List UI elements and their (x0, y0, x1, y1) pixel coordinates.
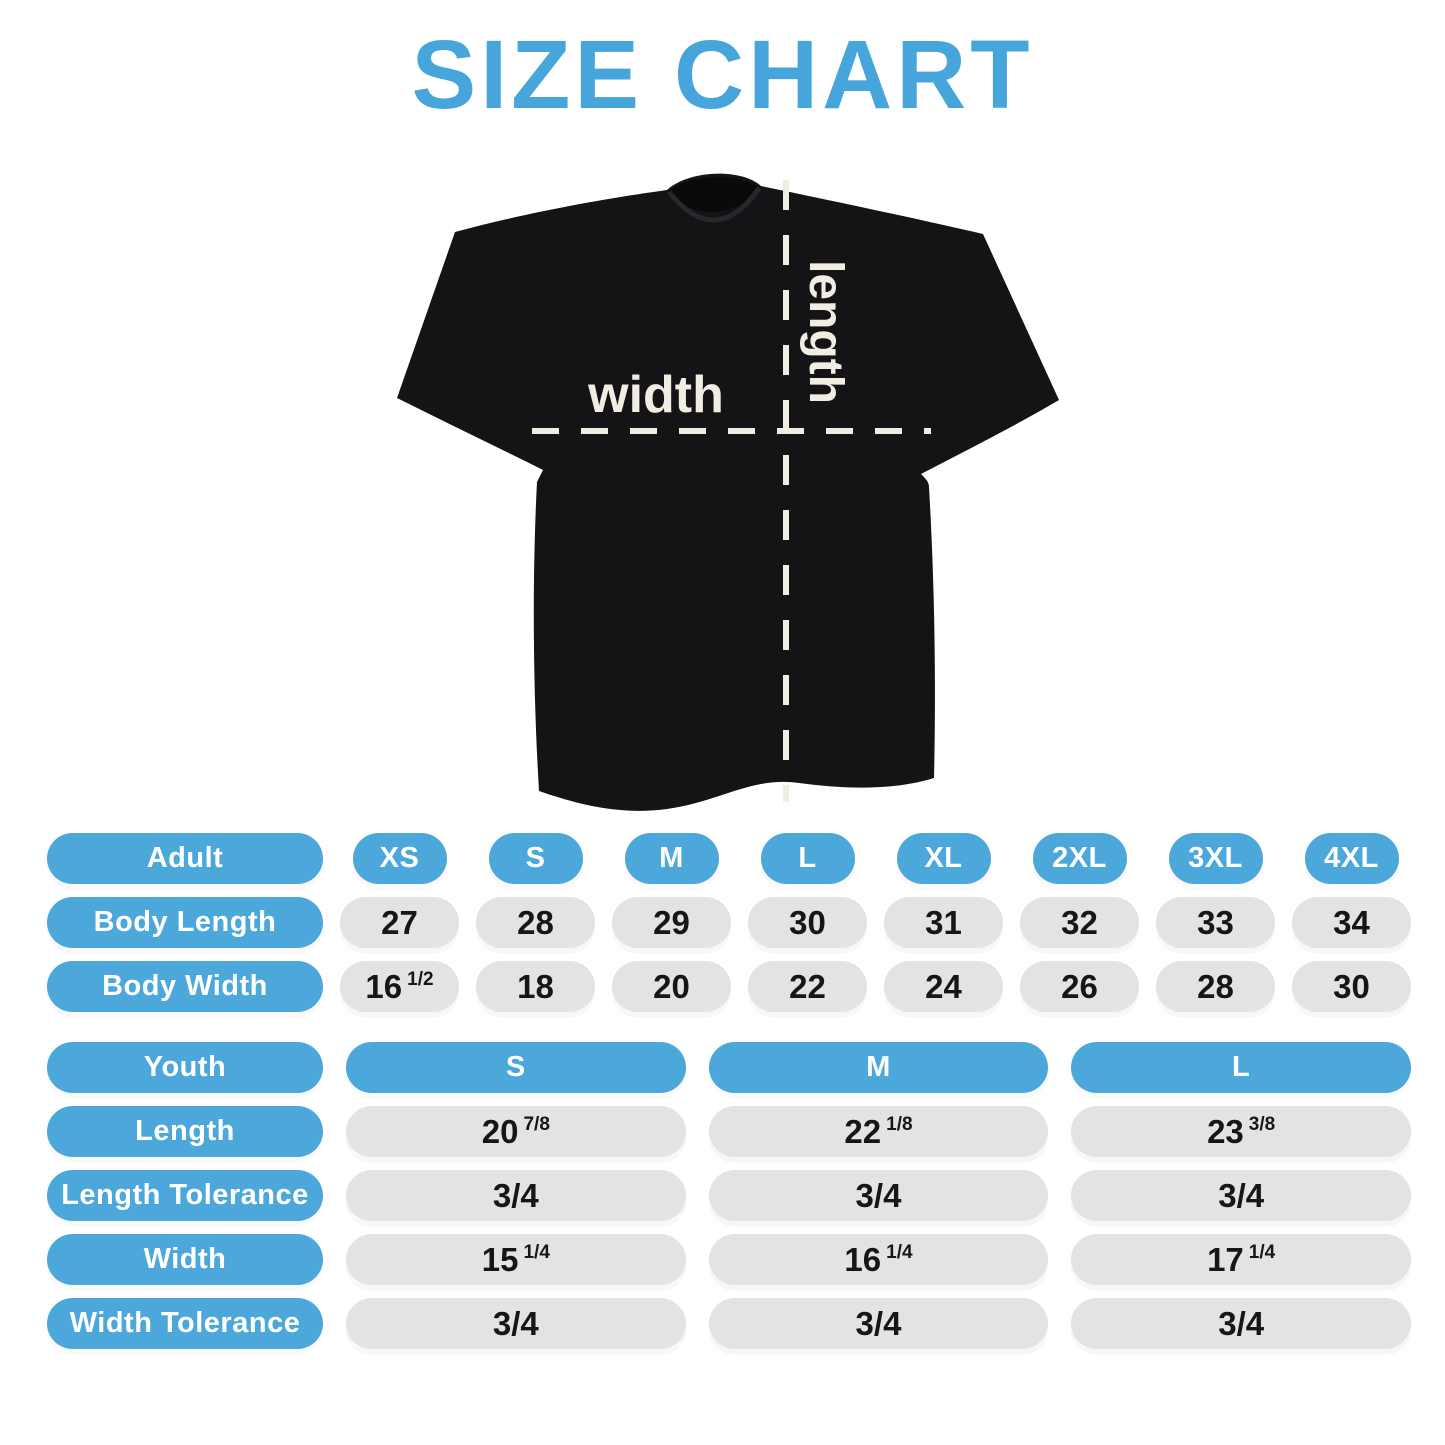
adult-size-3xl: 3XL (1168, 833, 1263, 884)
row-label-width-tolerance: Width Tolerance (47, 1298, 323, 1349)
table-cell: 3/4 (1071, 1170, 1411, 1221)
length-label: length (799, 260, 852, 404)
table-cell: 16 1/4 (708, 1234, 1049, 1285)
table-cell: 3/4 (708, 1298, 1049, 1349)
youth-size-s: S (346, 1042, 686, 1093)
tshirt-collar-band (667, 186, 762, 223)
table-cell: 15 1/4 (346, 1234, 686, 1285)
table-cell: 28 (476, 897, 595, 948)
adult-size-m: M (624, 833, 719, 884)
adult-size-xs: XS (352, 833, 447, 884)
table-cell: 20 (612, 961, 731, 1012)
adult-size-xl: XL (896, 833, 991, 884)
width-label: width (587, 366, 724, 424)
table-cell: 22 (748, 961, 867, 1012)
row-label-length-tolerance: Length Tolerance (47, 1170, 323, 1221)
row-label-width: Width (47, 1234, 323, 1285)
tshirt-body (397, 173, 1059, 811)
table-cell: 30 (748, 897, 867, 948)
table-cell: 17 1/4 (1071, 1234, 1411, 1285)
youth-table-header: Youth (47, 1042, 323, 1093)
table-cell: 31 (884, 897, 1003, 948)
table-cell: 26 (1020, 961, 1139, 1012)
table-cell: 3/4 (346, 1170, 686, 1221)
row-label-length: Length (47, 1106, 323, 1157)
table-cell: 22 1/8 (708, 1106, 1049, 1157)
table-cell: 3/4 (708, 1170, 1049, 1221)
table-cell: 30 (1292, 961, 1411, 1012)
adult-size-2xl: 2XL (1032, 833, 1127, 884)
adult-size-l: L (760, 833, 855, 884)
row-label-body-length: Body Length (47, 897, 323, 948)
adult-table-header: Adult (47, 833, 323, 884)
tshirt-graphic: width length (397, 173, 1059, 811)
table-cell: 33 (1156, 897, 1275, 948)
table-cell: 3/4 (346, 1298, 686, 1349)
tshirt-neck-opening (669, 177, 759, 212)
youth-size-table: Youth S M L Length 20 7/8 22 1/8 23 3/8 Len… (47, 1042, 1411, 1349)
table-cell: 29 (612, 897, 731, 948)
table-cell: 28 (1156, 961, 1275, 1012)
page-title: SIZE CHART (411, 20, 1034, 129)
table-cell: 34 (1292, 897, 1411, 948)
table-cell: 20 7/8 (346, 1106, 686, 1157)
tshirt-diagram: width length (369, 150, 1089, 830)
table-cell: 18 (476, 961, 595, 1012)
youth-size-l: L (1071, 1042, 1411, 1093)
youth-size-m: M (708, 1042, 1049, 1093)
table-cell: 32 (1020, 897, 1139, 948)
table-cell: 23 3/8 (1071, 1106, 1411, 1157)
table-cell: 24 (884, 961, 1003, 1012)
row-label-body-width: Body Width (47, 961, 323, 1012)
adult-size-4xl: 4XL (1304, 833, 1399, 884)
table-cell: 27 (340, 897, 459, 948)
adult-size-s: S (488, 833, 583, 884)
table-cell: 3/4 (1071, 1298, 1411, 1349)
adult-size-table: Adult XS S M L XL 2XL 3XL 4XL Body Lengt… (47, 833, 1411, 1012)
table-cell: 16 1/2 (340, 961, 459, 1012)
